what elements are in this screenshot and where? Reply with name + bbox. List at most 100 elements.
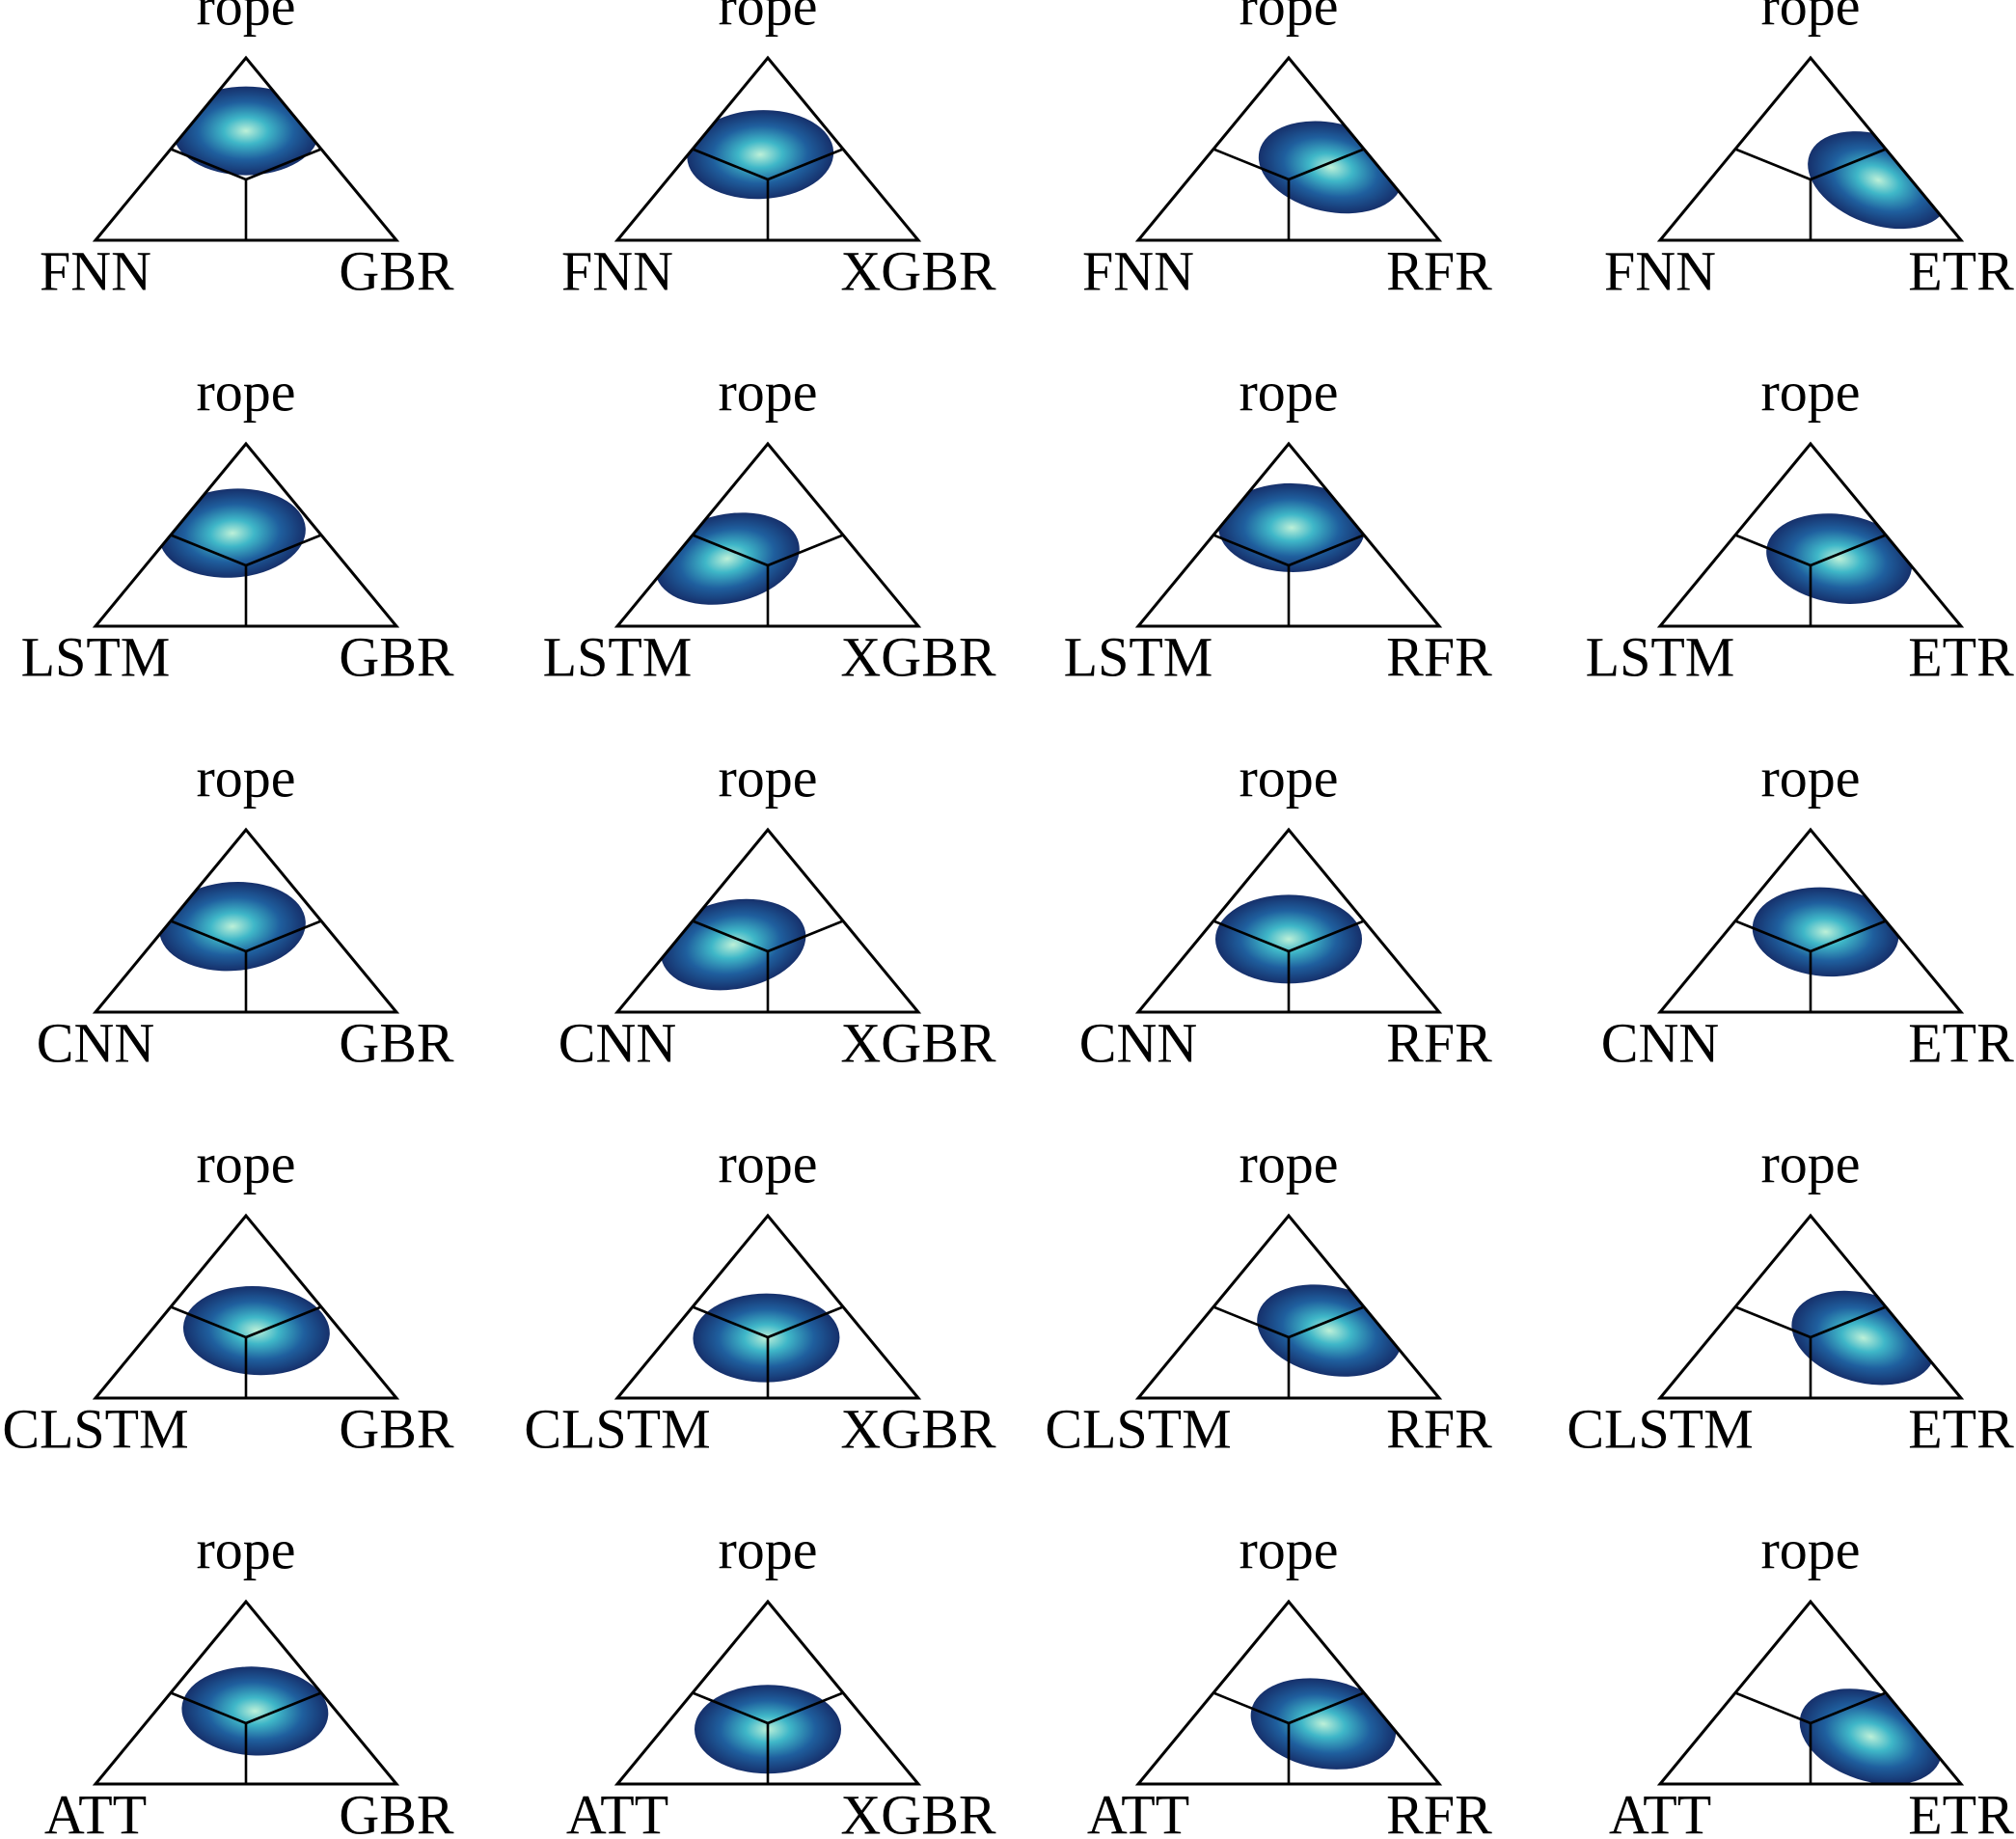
- left-label: ATT: [566, 1783, 668, 1839]
- top-label: rope: [1239, 1518, 1338, 1580]
- region-divider: [1734, 1305, 1812, 1339]
- top-label: rope: [1760, 360, 1860, 423]
- top-label: rope: [1760, 0, 1860, 37]
- density-cloud: [159, 881, 306, 972]
- right-label: ETR: [1908, 625, 2014, 688]
- density-cloud: [687, 110, 834, 200]
- ternary-panel: rope CNN GBR: [37, 746, 454, 1074]
- region-divider: [767, 1305, 844, 1339]
- right-label: GBR: [339, 239, 454, 302]
- right-label: GBR: [339, 1397, 454, 1460]
- region-divider: [1810, 1691, 1887, 1725]
- left-label: LSTM: [21, 625, 171, 688]
- ternary-panel: rope CLSTM ETR: [1566, 1132, 2014, 1460]
- cloud: [173, 86, 319, 176]
- right-label: RFR: [1386, 1011, 1492, 1074]
- left-label: LSTM: [543, 625, 693, 688]
- region-divider: [1734, 920, 1812, 953]
- cloud: [1766, 513, 1913, 604]
- right-label: RFR: [1386, 625, 1492, 688]
- region-divider: [170, 920, 247, 953]
- left-label: FNN: [1082, 239, 1194, 302]
- ternary-panel: rope ATT RFR: [1087, 1518, 1492, 1839]
- top-label: rope: [1239, 360, 1338, 423]
- left-label: LSTM: [1586, 625, 1735, 688]
- region-divider: [245, 1691, 322, 1725]
- left-label: FNN: [40, 239, 151, 302]
- cloud: [660, 898, 806, 991]
- left-label: CNN: [37, 1011, 154, 1074]
- right-label: XGBR: [840, 625, 995, 688]
- region-divider: [170, 148, 247, 181]
- region-divider: [1734, 148, 1812, 181]
- region-divider: [1288, 920, 1365, 953]
- left-label: CNN: [558, 1011, 676, 1074]
- region-divider: [1810, 920, 1887, 953]
- region-divider: [767, 534, 844, 567]
- density-cloud: [1218, 482, 1366, 572]
- right-label: ETR: [1908, 1011, 2014, 1074]
- ternary-panel: rope CLSTM RFR: [1045, 1132, 1492, 1460]
- ternary-panel: rope FNN XGBR: [561, 0, 996, 302]
- top-label: rope: [718, 0, 817, 37]
- cloud: [1752, 887, 1899, 977]
- left-label: CLSTM: [1566, 1397, 1753, 1460]
- right-label: XGBR: [840, 1783, 995, 1839]
- ternary-panel: rope ATT XGBR: [566, 1518, 996, 1839]
- cloud: [1250, 1678, 1397, 1770]
- region-divider: [1288, 1305, 1365, 1339]
- left-label: CLSTM: [2, 1397, 188, 1460]
- region-divider: [245, 920, 322, 953]
- right-label: XGBR: [840, 1397, 995, 1460]
- ternary-panel: rope FNN RFR: [1082, 0, 1492, 302]
- region-divider: [1810, 534, 1887, 567]
- left-label: FNN: [561, 239, 673, 302]
- top-label: rope: [1239, 1132, 1338, 1194]
- region-divider: [1288, 534, 1365, 567]
- ternary-panel: rope LSTM XGBR: [543, 360, 996, 688]
- cloud: [182, 1285, 330, 1376]
- density-cloud: [1250, 1678, 1397, 1770]
- left-label: ATT: [1087, 1783, 1189, 1839]
- ternary-panel: rope FNN GBR: [40, 0, 454, 302]
- ternary-panel: rope LSTM ETR: [1586, 360, 2014, 688]
- cloud: [1258, 121, 1403, 214]
- left-label: ATT: [44, 1783, 147, 1839]
- region-divider: [245, 148, 322, 181]
- ternary-panel: rope FNN ETR: [1604, 0, 2014, 302]
- cloud: [159, 488, 306, 578]
- cloud: [181, 1666, 329, 1756]
- density-cloud: [159, 488, 306, 578]
- region-divider: [1810, 148, 1887, 181]
- top-label: rope: [1760, 1132, 1860, 1194]
- top-label: rope: [718, 1518, 817, 1580]
- top-label: rope: [718, 1132, 817, 1194]
- ternary-panel: rope CNN RFR: [1079, 746, 1492, 1074]
- region-divider: [245, 534, 322, 567]
- region-divider: [1212, 148, 1290, 181]
- density-cloud: [1791, 1290, 1935, 1386]
- top-label: rope: [1239, 0, 1338, 37]
- density-cloud: [1799, 1688, 1943, 1784]
- right-label: RFR: [1386, 239, 1492, 302]
- left-label: CLSTM: [524, 1397, 710, 1460]
- right-label: XGBR: [840, 1011, 995, 1074]
- right-label: GBR: [339, 1783, 454, 1839]
- region-divider: [1288, 148, 1365, 181]
- region-divider: [1810, 1305, 1887, 1339]
- region-divider: [767, 148, 844, 181]
- region-divider: [170, 1305, 247, 1339]
- ternary-panel: rope CNN XGBR: [558, 746, 996, 1074]
- region-divider: [1212, 1305, 1290, 1339]
- region-divider: [1212, 534, 1290, 567]
- region-divider: [692, 148, 769, 181]
- density-cloud: [1215, 894, 1362, 984]
- region-divider: [170, 534, 247, 567]
- region-divider: [692, 920, 769, 953]
- right-label: ETR: [1908, 1783, 2014, 1839]
- top-label: rope: [196, 360, 295, 423]
- ternary-panel: rope ATT ETR: [1609, 1518, 2014, 1839]
- left-label: ATT: [1609, 1783, 1711, 1839]
- right-label: GBR: [339, 625, 454, 688]
